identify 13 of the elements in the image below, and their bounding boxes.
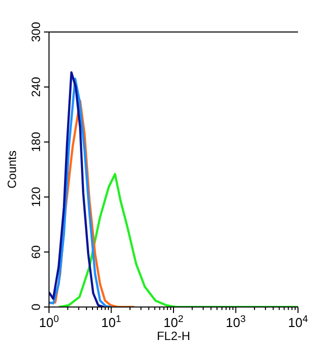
x-tick-label: 10$^{4}$: [288, 314, 309, 330]
y-tick-label: 180: [29, 132, 43, 152]
y-tick-label: 60: [29, 245, 43, 259]
y-tick-label: 0: [29, 303, 43, 310]
x-tick-label: 10$^{2}$: [164, 314, 184, 330]
x-tick-label: 10$^{3}$: [226, 314, 246, 330]
y-axis-title: Counts: [5, 150, 19, 189]
y-tick-label: 120: [29, 186, 43, 208]
x-tick-label: 10$^{1}$: [101, 314, 122, 330]
y-tick-label: 240: [29, 76, 43, 98]
y-tick-label: 300: [29, 22, 43, 42]
x-tick-label: 10$^{0}$: [39, 314, 60, 330]
x-axis-title: FL2-H: [156, 329, 190, 343]
